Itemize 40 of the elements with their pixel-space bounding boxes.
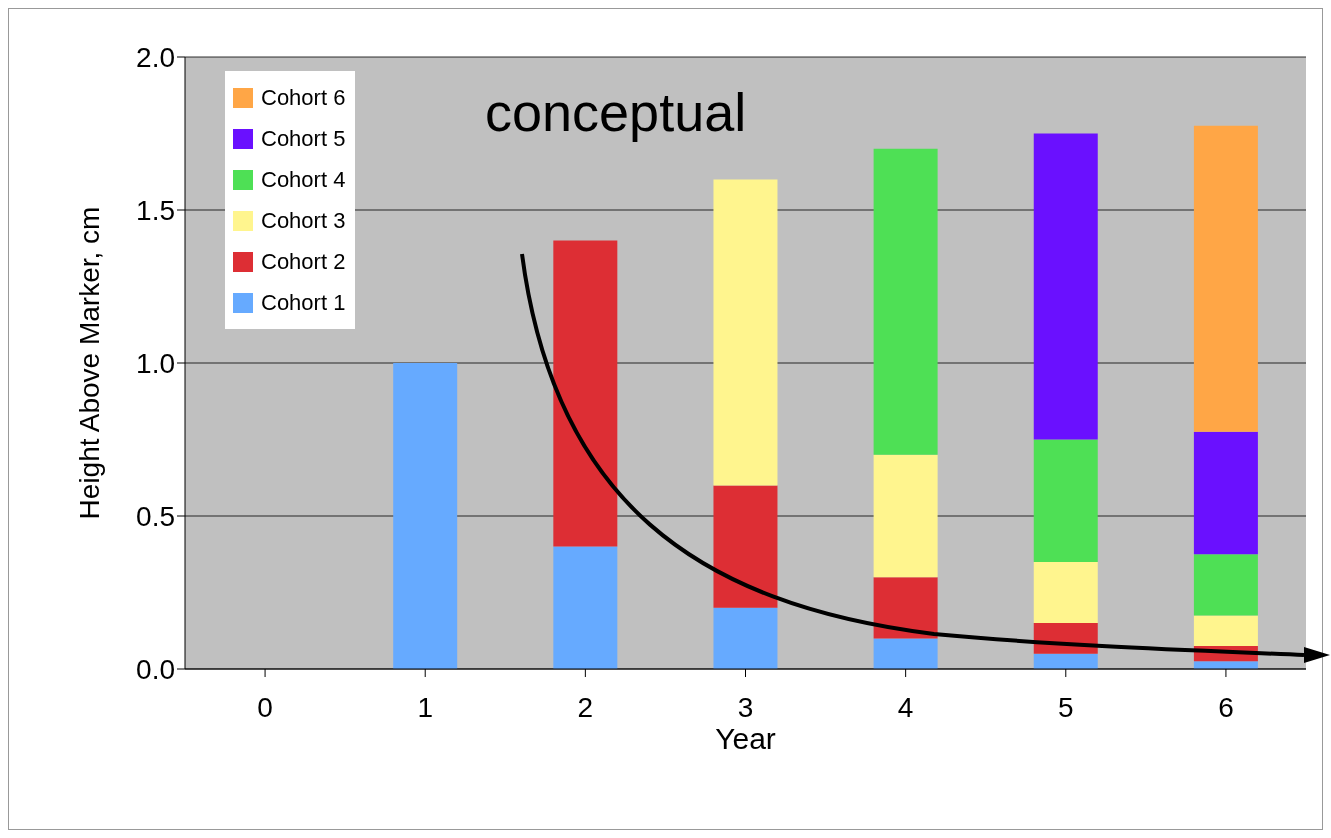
bar (713, 179, 778, 486)
bar (873, 454, 938, 578)
bar (873, 148, 938, 455)
bar (1193, 615, 1258, 647)
bar (713, 607, 778, 669)
bar (393, 363, 458, 669)
x-tick-label: 5 (1058, 691, 1074, 723)
y-tick-label: 0.0 (136, 653, 175, 685)
bar (1193, 431, 1258, 555)
bar (553, 240, 618, 547)
x-tick-label: 3 (737, 691, 754, 723)
x-tick-label: 4 (897, 691, 914, 723)
bar (873, 638, 938, 669)
bar (713, 485, 778, 608)
bar (553, 546, 618, 669)
y-tick-label: 2.0 (136, 41, 175, 73)
y-tick-label: 0.5 (136, 500, 175, 532)
bar (1193, 661, 1258, 669)
annotation: conceptual (485, 81, 747, 143)
legend-label: Cohort 1 (261, 289, 346, 316)
legend-label: Cohort 6 (261, 84, 346, 111)
bar (1033, 561, 1098, 624)
bar (873, 577, 938, 639)
x-axis-title: Year (715, 722, 776, 755)
legend-label: Cohort 5 (261, 125, 346, 152)
bar (1193, 554, 1258, 616)
y-axis-title: Height Above Marker, cm (73, 206, 105, 520)
bar (1033, 133, 1098, 440)
legend-label: Cohort 4 (261, 166, 346, 193)
x-tick-label: 6 (1218, 691, 1234, 723)
legend-label: Cohort 2 (261, 248, 346, 275)
bar (1193, 125, 1258, 432)
y-tick-label: 1.0 (136, 347, 175, 379)
x-tick-label: 1 (417, 691, 433, 723)
x-tick-label: 0 (257, 691, 273, 723)
y-tick-label: 1.5 (136, 194, 175, 226)
x-tick-label: 2 (577, 691, 594, 723)
bar (1033, 653, 1098, 669)
legend-label: Cohort 3 (261, 207, 346, 234)
bar (1033, 439, 1098, 562)
